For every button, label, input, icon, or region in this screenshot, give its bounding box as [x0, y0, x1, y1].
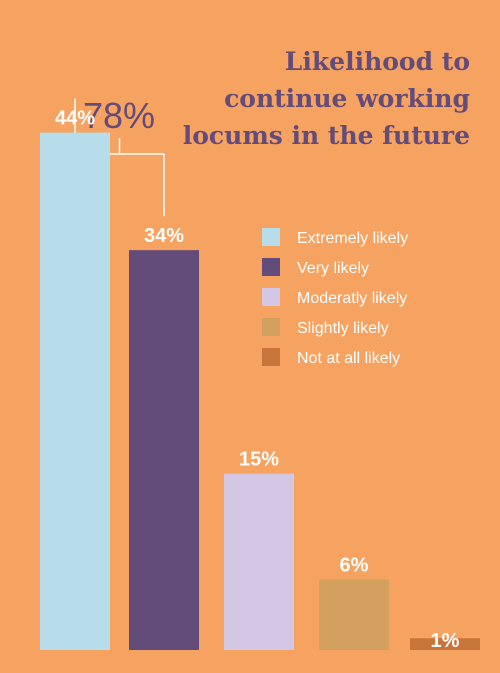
bar-extremely-likely [40, 132, 110, 650]
legend-swatch [262, 348, 280, 366]
legend-label: Not at all likely [297, 350, 400, 367]
value-label: 34% [144, 225, 184, 247]
bar-not-at-all-likely [410, 638, 480, 650]
value-label: 6% [340, 554, 369, 576]
chart-title: Likelihood to continue working locums in… [183, 47, 470, 150]
value-label: 15% [239, 449, 279, 471]
legend-label: Slightly likely [297, 320, 389, 337]
legend-swatch [262, 288, 280, 306]
legend-label: Very likely [297, 260, 369, 277]
bar-very-likely [129, 250, 199, 650]
bar-slightly-likely [319, 579, 389, 650]
combined-percent-label: 78% [83, 95, 155, 136]
title-line-2: continue working [224, 84, 470, 113]
legend: Extremely likely Very likely Moderatly lik… [262, 228, 408, 367]
legend-label: Extremely likely [297, 230, 408, 247]
title-line-1: Likelihood to [285, 47, 470, 76]
bar-moderatly-likely [224, 473, 294, 650]
legend-swatch [262, 258, 280, 276]
bars: 44% 34% 15% 6% 1% [40, 108, 480, 652]
legend-swatch [262, 228, 280, 246]
value-label: 44% [55, 108, 95, 130]
legend-label: Moderatly likely [297, 290, 407, 307]
combined-bracket: 78% [74, 95, 165, 217]
legend-swatch [262, 318, 280, 336]
value-label: 1% [431, 630, 460, 652]
title-line-3: locums in the future [183, 121, 470, 150]
